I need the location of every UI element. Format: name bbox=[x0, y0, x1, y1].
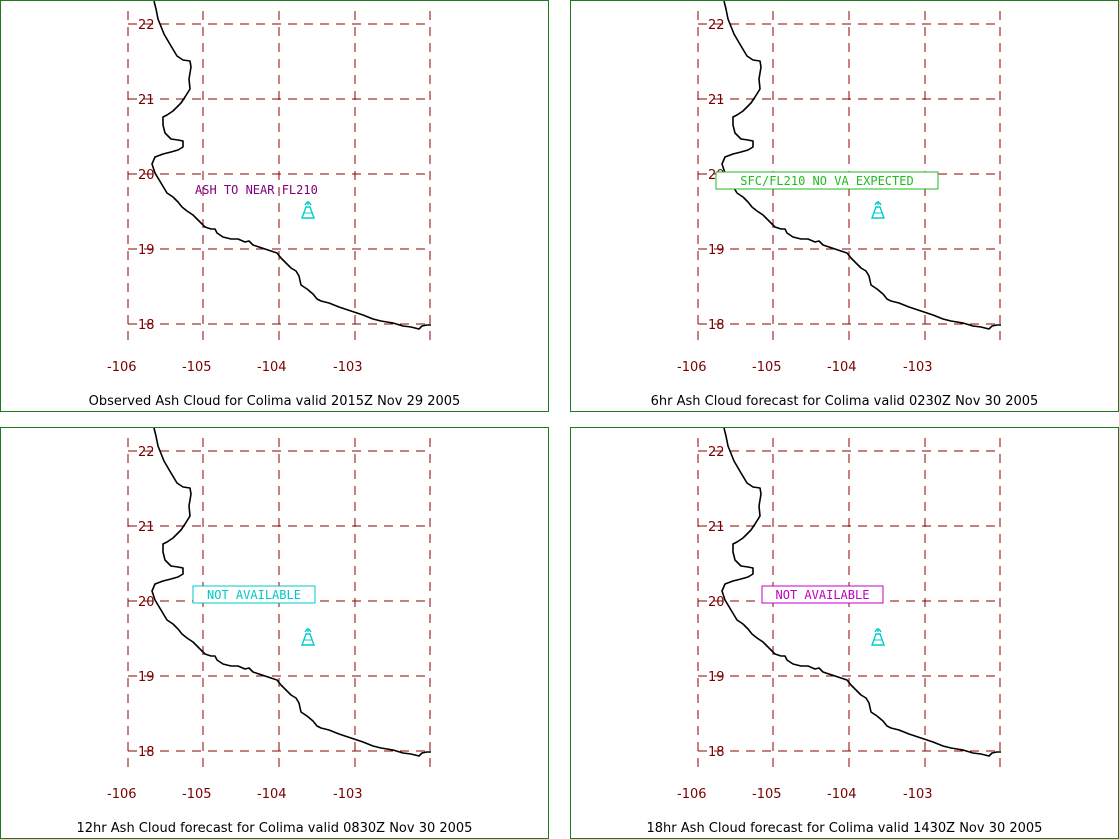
coastline bbox=[721, 428, 1001, 757]
map-area: 22 21 20 19 18 -106 -105 -104 -103 NOT AVAILABLE bbox=[677, 428, 1001, 802]
panel-caption: 6hr Ash Cloud forecast for Colima valid … bbox=[650, 394, 1039, 409]
longitude-tick-label: -104 bbox=[827, 787, 857, 802]
latitude-tick-label: 21 bbox=[708, 520, 725, 535]
volcano-icon bbox=[301, 201, 315, 219]
latitude-tick-label: 18 bbox=[708, 745, 725, 760]
latitude-tick-label: 18 bbox=[708, 318, 725, 333]
volcano-icon bbox=[871, 628, 885, 646]
panel-caption: 18hr Ash Cloud forecast for Colima valid… bbox=[646, 821, 1043, 836]
latitude-tick-label: 20 bbox=[708, 595, 725, 610]
latitude-tick-label: 19 bbox=[708, 670, 725, 685]
coastline bbox=[721, 1, 1001, 330]
volcano-icon bbox=[871, 201, 885, 219]
longitude-tick-label: -104 bbox=[827, 360, 857, 375]
latitude-tick-label: 21 bbox=[708, 93, 725, 108]
coastline bbox=[151, 428, 431, 757]
advisory-note: NOT AVAILABLE bbox=[776, 588, 870, 602]
panel-caption: Observed Ash Cloud for Colima valid 2015… bbox=[88, 394, 461, 409]
latitude-tick-label: 18 bbox=[138, 318, 155, 333]
observed-ash-panel: 22 21 20 19 18 -106 -105 -104 -103 ASH TO NEAR FL… bbox=[0, 0, 549, 412]
latitude-tick-label: 18 bbox=[138, 745, 155, 760]
latitude-tick-label: 19 bbox=[138, 670, 155, 685]
map-area: 22 21 20 19 18 -106 -105 -104 -103 NOT AVAILABLE bbox=[107, 428, 431, 802]
advisory-note: SFC/FL210 NO VA EXPECTED bbox=[740, 174, 913, 188]
longitude-tick-label: -103 bbox=[903, 360, 933, 375]
longitude-tick-label: -106 bbox=[677, 787, 707, 802]
note-box bbox=[192, 585, 316, 604]
longitude-tick-label: -105 bbox=[752, 787, 782, 802]
coastline bbox=[151, 1, 431, 330]
longitude-tick-label: -105 bbox=[182, 360, 212, 375]
volcano-icon bbox=[301, 628, 315, 646]
longitude-tick-label: -103 bbox=[333, 360, 363, 375]
longitude-tick-label: -106 bbox=[677, 360, 707, 375]
latitude-tick-label: 19 bbox=[708, 243, 725, 258]
longitude-tick-label: -104 bbox=[257, 360, 287, 375]
latitude-tick-label: 19 bbox=[138, 243, 155, 258]
note-box bbox=[715, 171, 939, 190]
latitude-tick-label: 21 bbox=[138, 93, 155, 108]
note-box bbox=[761, 585, 884, 604]
latitude-tick-label: 20 bbox=[138, 595, 155, 610]
panel-caption: 12hr Ash Cloud forecast for Colima valid… bbox=[76, 821, 473, 836]
latitude-tick-label: 21 bbox=[138, 520, 155, 535]
longitude-tick-label: -105 bbox=[752, 360, 782, 375]
longitude-tick-label: -103 bbox=[903, 787, 933, 802]
longitude-tick-label: -103 bbox=[333, 787, 363, 802]
longitude-tick-label: -106 bbox=[107, 360, 137, 375]
forecast-18hr-panel: 22 21 20 19 18 -106 -105 -104 -103 NOT AVAILABLE … bbox=[570, 427, 1119, 839]
latitude-tick-label: 22 bbox=[138, 445, 155, 460]
latitude-tick-label: 22 bbox=[708, 18, 725, 33]
map-area: 22 21 20 19 18 -106 -105 -104 -103 ASH TO NEAR FL… bbox=[107, 1, 431, 375]
latitude-tick-label: 22 bbox=[708, 445, 725, 460]
latitude-tick-label: 20 bbox=[138, 168, 155, 183]
advisory-note: ASH TO NEAR FL210 bbox=[195, 183, 318, 197]
advisory-note: NOT AVAILABLE bbox=[207, 588, 301, 602]
forecast-12hr-panel: 22 21 20 19 18 -106 -105 -104 -103 NOT AVAILABLE … bbox=[0, 427, 549, 839]
longitude-tick-label: -105 bbox=[182, 787, 212, 802]
longitude-tick-label: -106 bbox=[107, 787, 137, 802]
latitude-tick-label: 22 bbox=[138, 18, 155, 33]
longitude-tick-label: -104 bbox=[257, 787, 287, 802]
